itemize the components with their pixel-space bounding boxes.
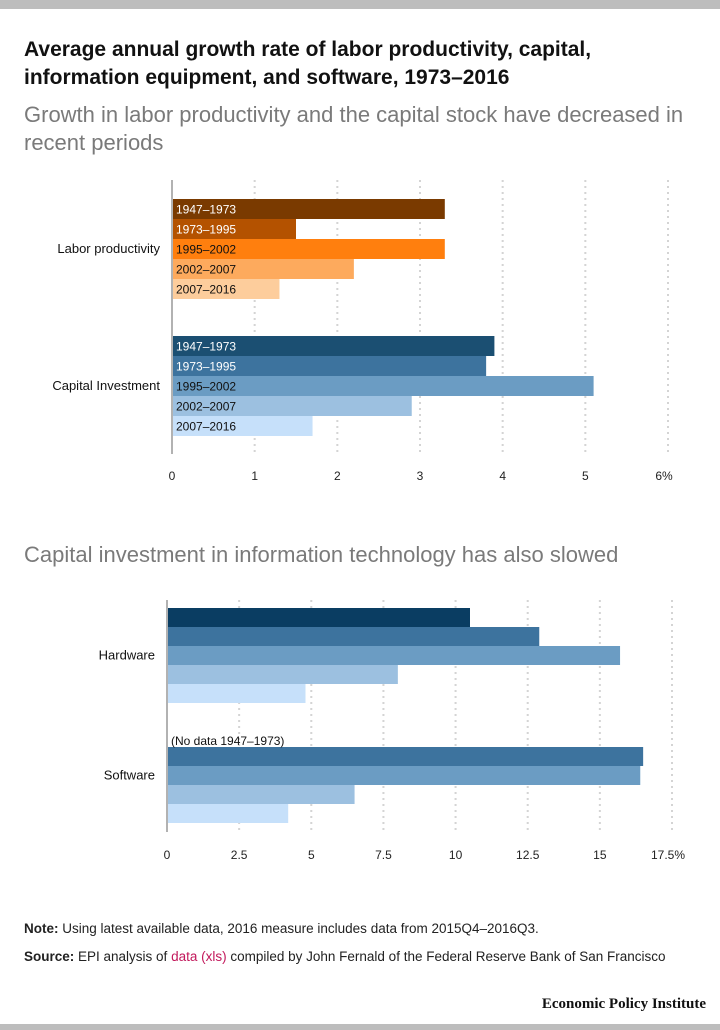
x-tick-label: 10	[449, 848, 463, 862]
productivity-capital-bar-chart: 0 1 2 3 4 5 6% 1947–1973 1973–1995 1995–2002 2002–…	[52, 180, 673, 483]
bar-period-label: 1995–2002	[176, 380, 236, 394]
bar	[173, 279, 280, 299]
bar	[173, 376, 594, 396]
bar-period-label: 2002–2007	[176, 400, 236, 414]
bar	[168, 608, 470, 627]
bar	[173, 356, 487, 376]
top-border	[0, 0, 720, 9]
annotation-no-data: (No data 1947–1973)	[171, 734, 284, 748]
bar	[173, 219, 296, 239]
bar	[168, 766, 641, 785]
bar	[168, 665, 398, 684]
source-text-after: compiled by John Fernald of the Federal …	[226, 949, 666, 964]
group-label: Capital Investment	[52, 378, 160, 393]
bar-period-label: 1973–1995	[176, 360, 236, 374]
bar	[173, 336, 495, 356]
source-text-before: EPI analysis of	[74, 949, 172, 964]
bar	[173, 199, 445, 219]
bar	[168, 646, 621, 665]
subtitle-it-investment: Capital investment in information techno…	[24, 542, 619, 567]
bar-period-label: 1995–2002	[176, 243, 236, 257]
x-tick-label: 6%	[655, 469, 673, 483]
data-xls-link[interactable]: data (xls)	[171, 949, 227, 964]
x-tick-label: 5	[308, 848, 315, 862]
bar	[173, 396, 412, 416]
x-tick-label: 7.5	[375, 848, 392, 862]
note-text: Using latest available data, 2016 measur…	[58, 921, 539, 936]
it-investment-bar-chart: 0 2.5 5 7.5 10 12.5 15 17.5% Hardware Software (No…	[99, 600, 685, 862]
bar-period-label: 2007–2016	[176, 283, 236, 297]
x-tick-label: 5	[582, 469, 589, 483]
chart-title: Average annual growth rate of labor prod…	[24, 38, 592, 89]
x-tick-label: 1	[251, 469, 258, 483]
bar	[173, 416, 313, 436]
bar-period-label: 1947–1973	[176, 203, 236, 217]
bar	[173, 239, 445, 259]
epi-logo-text: Economic Policy Institute	[541, 996, 706, 1012]
group-label: Hardware	[99, 648, 155, 663]
group-label: Software	[104, 768, 155, 783]
bar-period-label: 2007–2016	[176, 420, 236, 434]
x-tick-label: 4	[499, 469, 506, 483]
x-tick-label: 3	[417, 469, 424, 483]
x-tick-label: 2	[334, 469, 341, 483]
group-label: Labor productivity	[57, 241, 160, 256]
bar	[168, 627, 540, 646]
bar-period-label: 1973–1995	[176, 223, 236, 237]
note-label: Note:	[24, 921, 59, 936]
x-tick-label: 15	[593, 848, 607, 862]
x-tick-label: 17.5%	[651, 848, 685, 862]
x-tick-label: 0	[164, 848, 171, 862]
source: Source: EPI analysis of data (xls) compi…	[24, 947, 696, 967]
bar	[168, 804, 289, 823]
x-tick-label: 2.5	[231, 848, 248, 862]
bar-period-label: 2002–2007	[176, 263, 236, 277]
x-tick-label: 12.5	[516, 848, 540, 862]
bar-period-label: 1947–1973	[176, 340, 236, 354]
bar	[173, 259, 354, 279]
x-tick-label: 0	[169, 469, 176, 483]
note: Note: Using latest available data, 2016 …	[24, 919, 696, 939]
bar	[168, 785, 355, 804]
bottom-border	[0, 1024, 720, 1030]
source-label: Source:	[24, 949, 75, 964]
bar	[168, 684, 306, 703]
bar	[168, 747, 644, 766]
subtitle-productivity: Growth in labor productivity and the cap…	[24, 102, 684, 155]
